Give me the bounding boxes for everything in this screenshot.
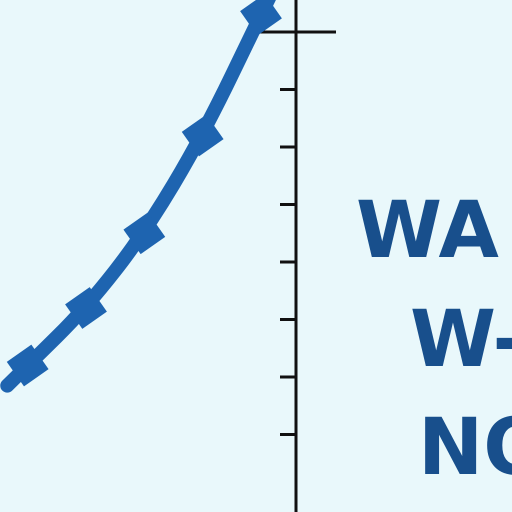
series-line-0: [0, 0, 276, 393]
data-point-0-4: [240, 0, 282, 36]
side-labels: WA W- NO: [356, 186, 512, 493]
side-label-line-2: W-: [410, 295, 512, 385]
y-axis: [258, 0, 336, 512]
side-label-line-1: WA: [356, 186, 499, 276]
series-group: [0, 0, 282, 393]
data-point-0-2: [123, 212, 166, 255]
data-point-0-0: [6, 344, 49, 387]
data-point-0-1: [65, 287, 107, 329]
data-point-0-3: [181, 114, 224, 157]
side-label-line-3: NO: [418, 403, 512, 493]
